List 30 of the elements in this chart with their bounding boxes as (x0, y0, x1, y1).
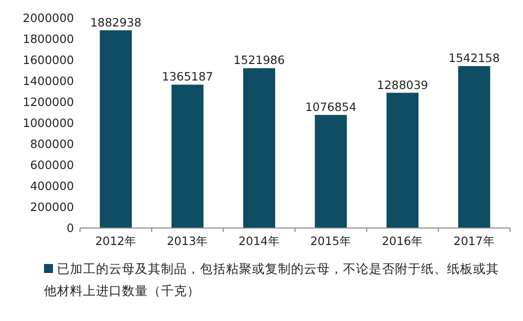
data-label: 1882938 (90, 15, 142, 30)
data-label: 1288039 (376, 78, 428, 92)
data-label: 1521986 (234, 53, 285, 68)
legend-label: 已加工的云母及其制品，包括粘聚或复制的云母，不论是否附于纸、纸板或其他材料上进口数量（千克） (44, 261, 499, 298)
x-tick-label: 2012年 (95, 234, 136, 248)
bar (386, 92, 418, 228)
y-tick-label: 200000 (30, 200, 74, 214)
bar (458, 66, 490, 228)
y-tick-label: 1800000 (22, 32, 74, 46)
y-tick-label: 1000000 (22, 116, 74, 130)
bar (243, 68, 276, 228)
y-tick-label: 2000000 (22, 11, 74, 25)
y-tick-label: 1600000 (22, 53, 74, 67)
y-tick-label: 0 (66, 221, 74, 235)
data-label: 1076854 (305, 100, 356, 114)
x-tick-label: 2016年 (382, 234, 424, 248)
bar (172, 84, 204, 228)
x-tick-label: 2013年 (166, 234, 208, 248)
x-tick-label: 2014年 (238, 234, 280, 248)
bar (100, 30, 132, 228)
data-label: 1365187 (162, 70, 214, 84)
x-tick-label: 2017年 (454, 234, 495, 248)
y-tick-label: 600000 (30, 158, 74, 172)
data-label: 1542158 (448, 51, 500, 66)
y-tick-label: 400000 (30, 179, 74, 193)
bar (314, 114, 347, 228)
x-tick-label: 2015年 (310, 234, 352, 248)
y-tick-label: 1400000 (22, 74, 74, 88)
y-tick-label: 1200000 (22, 95, 74, 109)
y-tick-label: 800000 (30, 137, 74, 151)
